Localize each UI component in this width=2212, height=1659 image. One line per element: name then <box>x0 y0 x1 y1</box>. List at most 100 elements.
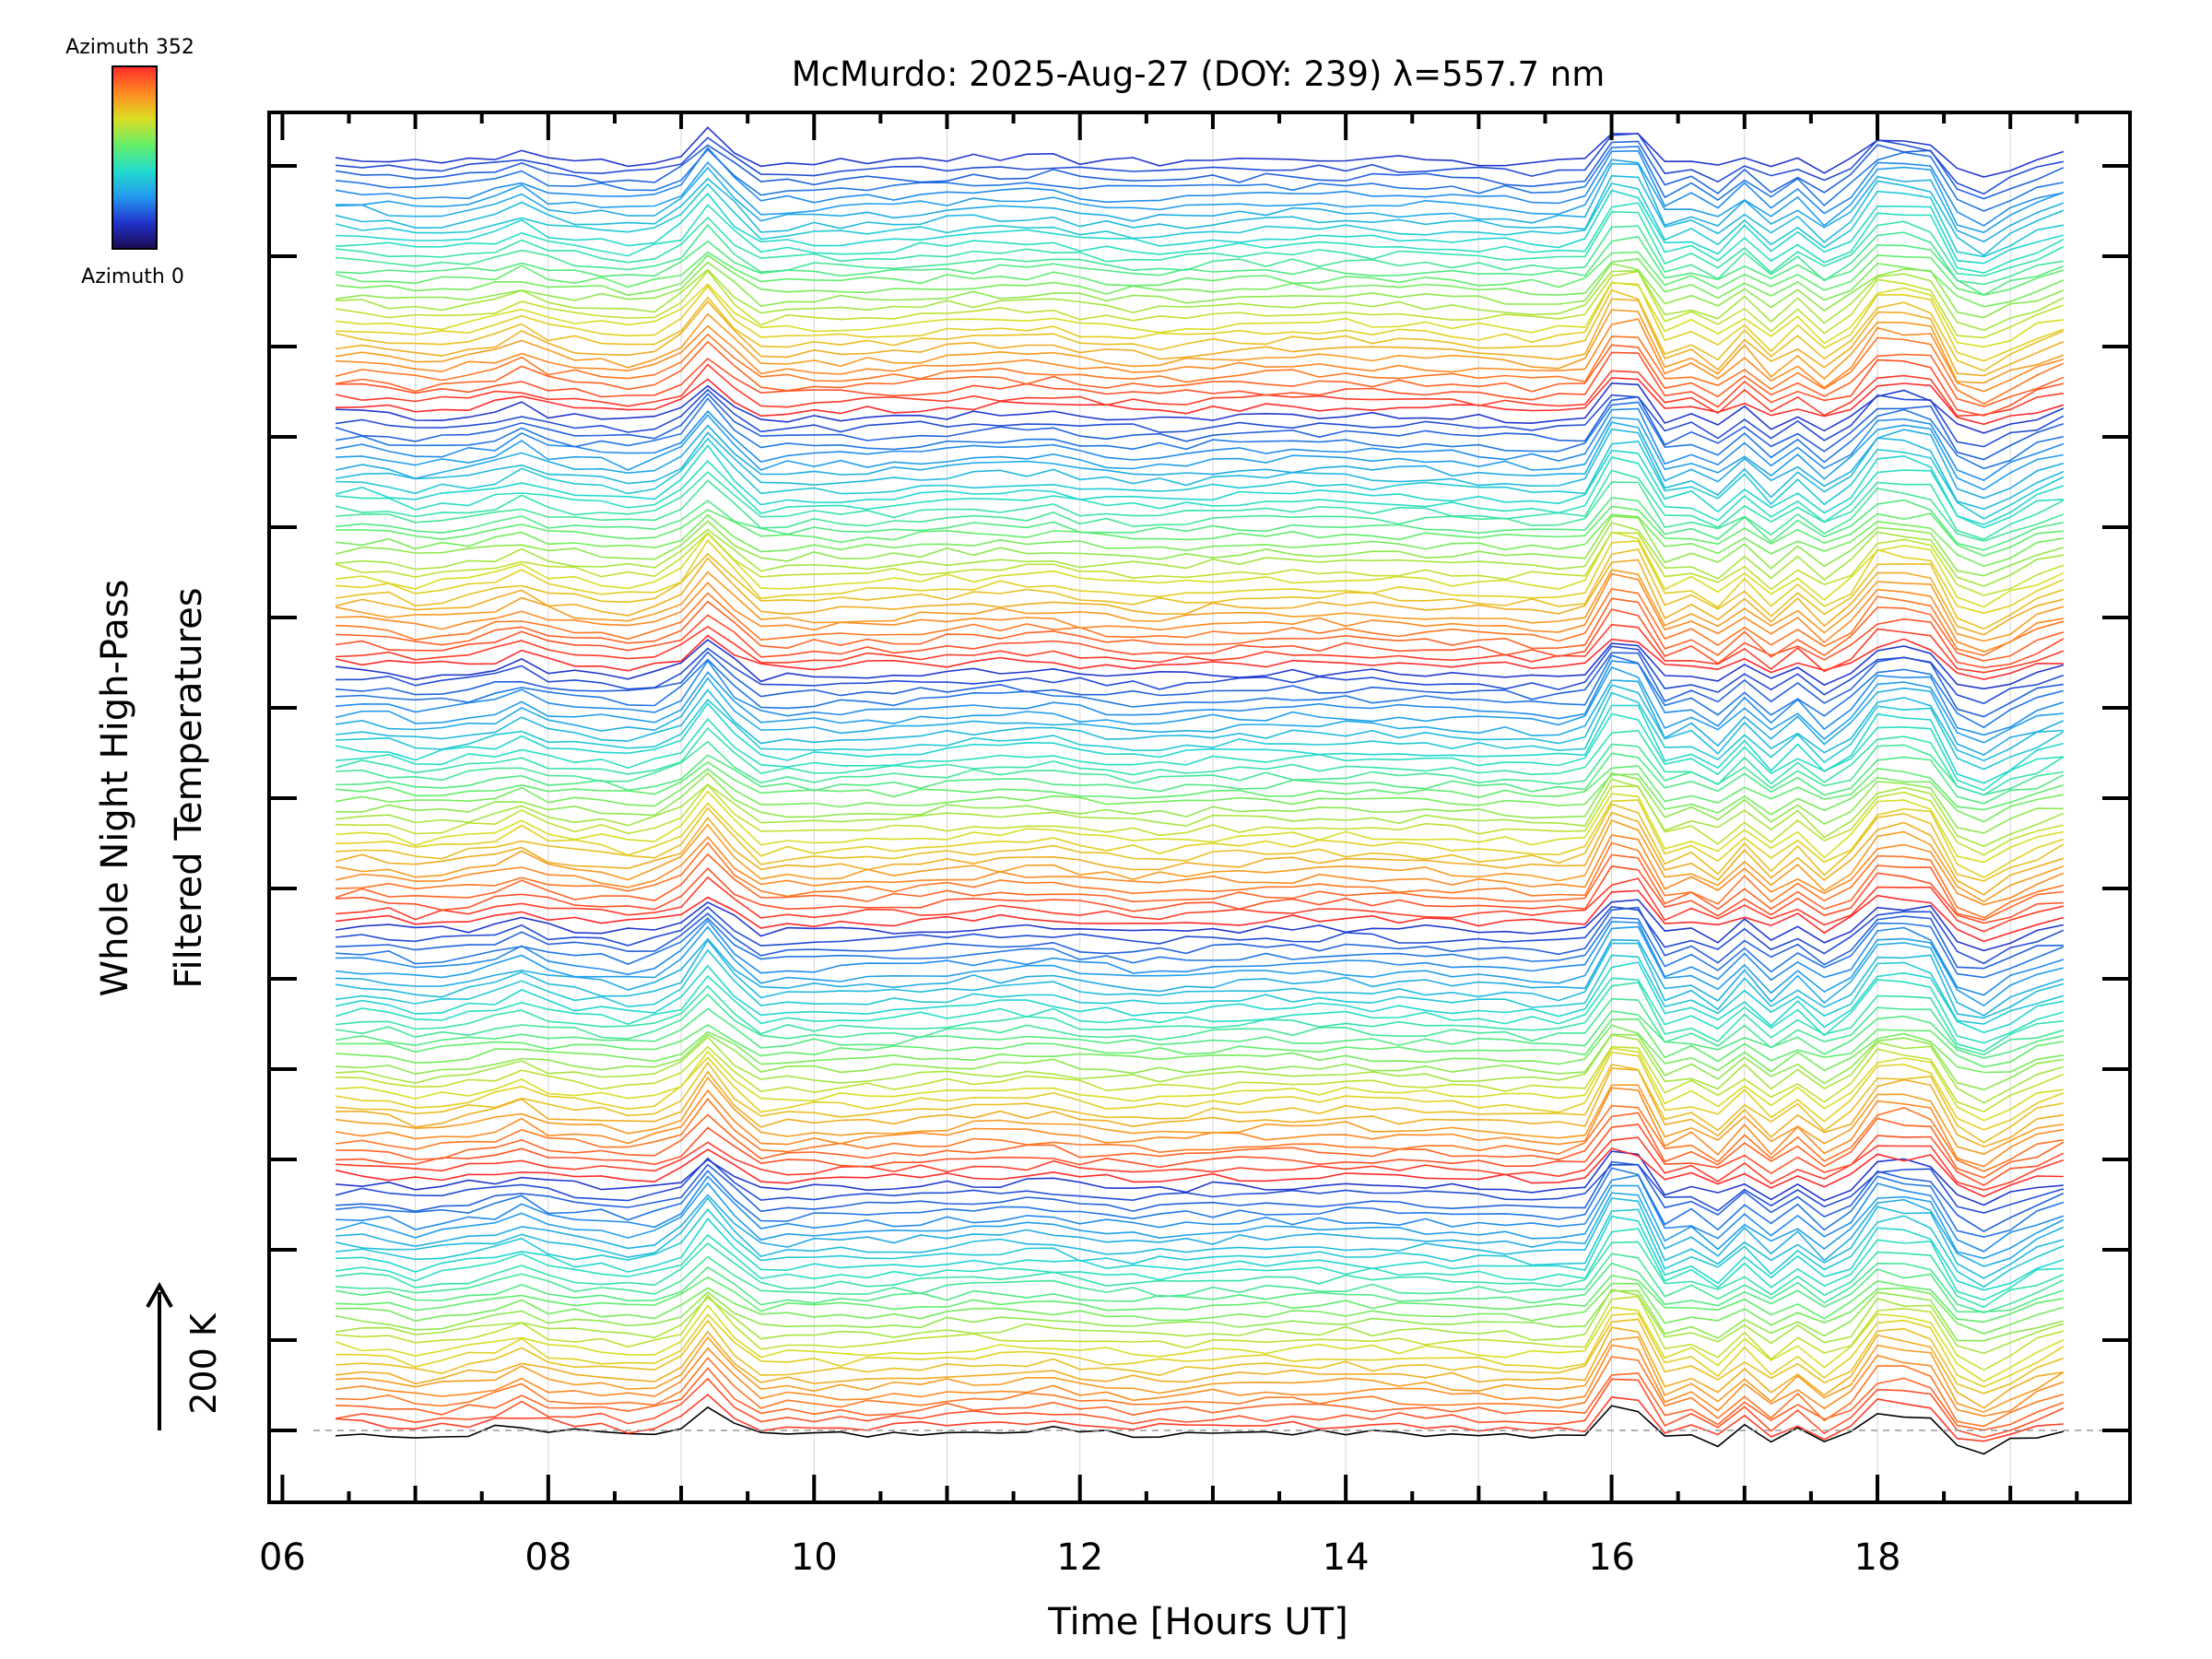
series-line <box>335 740 2065 796</box>
series-line <box>335 363 2065 418</box>
series-line <box>335 223 2065 286</box>
series-line <box>335 146 2065 212</box>
series-line <box>335 269 2065 339</box>
series-line <box>335 948 2065 1025</box>
series-line-azimuth-0 <box>335 1405 2065 1455</box>
series-line <box>335 1318 2065 1394</box>
series-line <box>335 1335 2065 1414</box>
series-line <box>335 803 2065 882</box>
series-line <box>335 783 2065 856</box>
series-line <box>335 726 2065 796</box>
series-line <box>335 1207 2065 1288</box>
scale-arrow-head-icon <box>146 1281 173 1308</box>
series-line <box>335 768 2065 823</box>
series-line <box>335 1293 2065 1371</box>
series-line <box>335 569 2065 642</box>
series-line <box>335 666 2064 744</box>
series-line <box>335 548 2065 630</box>
chart-title: McMurdo: 2025-Aug-27 (DOY: 239) λ=557.7 … <box>792 54 1606 94</box>
y-axis-label-line1: Whole Night High-Pass <box>94 580 136 997</box>
series-line <box>335 261 2065 319</box>
series-line <box>335 654 2065 729</box>
series-line <box>335 811 2065 896</box>
series-line <box>335 906 2064 970</box>
series-line <box>335 414 2065 491</box>
series-line <box>335 522 2065 587</box>
x-tick-label: 10 <box>791 1536 838 1579</box>
series-line <box>335 1124 2065 1187</box>
series-line <box>335 1253 2065 1314</box>
colorbar-top-label: Azimuth 352 <box>65 36 194 59</box>
series-line <box>335 1275 2065 1324</box>
series-line <box>335 1394 2064 1442</box>
series-line <box>335 1047 2064 1122</box>
series-line <box>335 623 2065 674</box>
series-line <box>335 865 2064 924</box>
series-line <box>335 899 2065 952</box>
series-line <box>335 1228 2064 1301</box>
series-line <box>335 1192 2065 1267</box>
series-line <box>335 634 2064 680</box>
series-line <box>335 1182 2065 1260</box>
series-line <box>335 444 2065 526</box>
x-tick-label: 14 <box>1323 1536 1370 1579</box>
series-line <box>335 701 2065 784</box>
series-line <box>335 126 2065 178</box>
series-line <box>335 916 2065 979</box>
series-line <box>335 1326 2065 1409</box>
series-line <box>335 597 2065 662</box>
series-line <box>335 333 2065 406</box>
series-line <box>335 1045 2065 1112</box>
x-tick-labels: 06 08 10 12 14 16 18 <box>259 1536 1900 1579</box>
series-line <box>335 651 2065 718</box>
series-line <box>335 925 2065 1007</box>
series-line <box>335 841 2065 919</box>
series-line <box>335 351 2065 417</box>
series-line <box>335 799 2065 879</box>
series-line <box>335 147 2065 227</box>
series-line <box>335 382 2065 434</box>
series-line <box>335 712 2064 792</box>
series-line <box>335 1196 2065 1279</box>
series-line <box>335 421 2065 500</box>
series-line <box>335 189 2065 265</box>
series-line <box>335 532 2065 596</box>
series-line <box>335 937 2065 1017</box>
series-line <box>335 1356 2065 1428</box>
series-line <box>335 531 2065 608</box>
series-line <box>335 1033 2065 1104</box>
series-line <box>335 282 2065 362</box>
series-line <box>335 393 2065 461</box>
series-line <box>335 760 2065 811</box>
series-line <box>335 639 2065 690</box>
series-line <box>335 428 2065 511</box>
plot-series <box>335 126 2065 1455</box>
series-line <box>335 1150 2064 1206</box>
series-line <box>335 1367 2065 1431</box>
series-line <box>335 1147 2064 1198</box>
series-line <box>335 938 2065 1019</box>
series-line <box>335 281 2064 348</box>
series-line <box>335 961 2065 1034</box>
series-line <box>335 397 2065 470</box>
series-line <box>335 771 2064 834</box>
y-axis-label-line2: Filtered Temperatures <box>168 587 210 988</box>
series-line <box>335 1312 2065 1388</box>
series-line <box>335 1344 2065 1418</box>
series-line <box>335 1262 2065 1313</box>
series-line <box>335 1377 2065 1439</box>
x-tick-label: 12 <box>1056 1536 1103 1579</box>
series-line <box>335 645 2065 705</box>
series-line <box>335 1087 2065 1168</box>
scale-label: 200 K <box>183 1312 224 1415</box>
series-line <box>335 469 2065 540</box>
series-line <box>335 254 2065 308</box>
series-line <box>335 210 2065 277</box>
x-tick-label: 18 <box>1854 1536 1901 1579</box>
series-line <box>335 539 2065 615</box>
series-line <box>335 1174 2065 1253</box>
series-line <box>335 407 2065 481</box>
series-line <box>335 1289 2065 1342</box>
series-line <box>335 778 2065 848</box>
series-line <box>335 1098 2065 1172</box>
